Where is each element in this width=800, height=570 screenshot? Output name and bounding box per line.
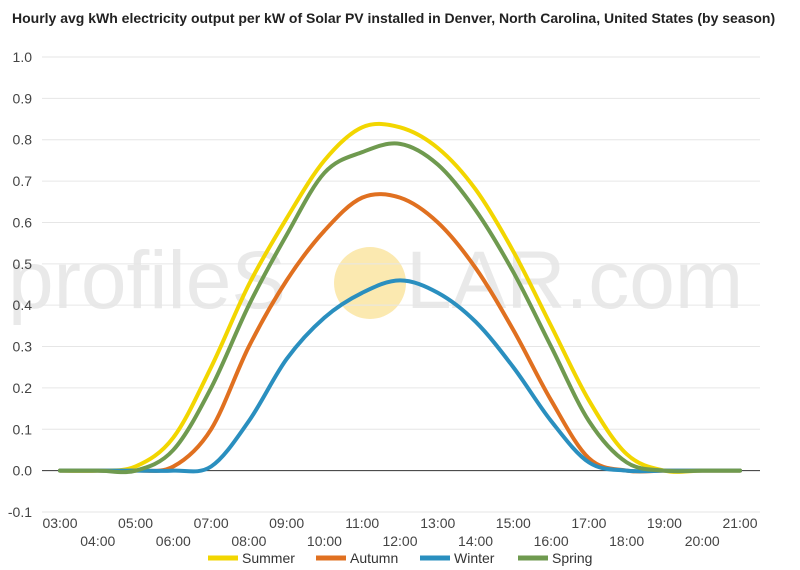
legend: Summer Autumn Winter Spring	[208, 550, 592, 566]
y-axis: -0.1 0.0 0.1 0.2 0.3 0.4 0.5 0.6 0.7 0.8 0.9 1.0	[8, 49, 32, 520]
y-tick-label: 0.9	[13, 90, 33, 106]
chart-title: Hourly avg kWh electricity output per kW…	[12, 10, 776, 26]
x-tick-label: 09:00	[269, 515, 304, 531]
legend-label-spring[interactable]: Spring	[552, 550, 592, 566]
y-tick-label: -0.1	[8, 504, 32, 520]
y-tick-label: 0.7	[13, 173, 33, 189]
legend-label-summer[interactable]: Summer	[242, 550, 295, 566]
series-line-summer	[58, 121, 742, 474]
x-tick-label: 21:00	[722, 515, 757, 531]
x-tick-label: 03:00	[42, 515, 77, 531]
x-tick-label: 11:00	[345, 515, 379, 531]
y-tick-label: 0.6	[13, 214, 33, 230]
watermark-text-right: LAR.com	[406, 235, 743, 326]
x-tick-label: 19:00	[647, 515, 682, 531]
y-tick-label: 0.1	[13, 421, 33, 437]
x-tick-label: 10:00	[307, 533, 342, 549]
series-line-winter	[58, 278, 742, 474]
x-tick-label: 07:00	[194, 515, 229, 531]
x-tick-label: 20:00	[685, 533, 720, 549]
x-tick-label: 17:00	[571, 515, 606, 531]
grid-lines	[42, 56, 760, 513]
legend-label-winter[interactable]: Winter	[454, 550, 495, 566]
x-tick-label: 06:00	[156, 533, 191, 549]
x-tick-label: 15:00	[496, 515, 531, 531]
y-tick-label: 0.8	[13, 132, 33, 148]
y-tick-label: 0.3	[13, 339, 33, 355]
legend-label-autumn[interactable]: Autumn	[350, 550, 398, 566]
y-tick-label: 1.0	[13, 49, 33, 65]
series-line-spring	[58, 141, 742, 475]
x-tick-label: 16:00	[534, 533, 569, 549]
y-tick-label: 0.5	[13, 256, 33, 272]
x-axis: 03:0004:0005:0006:0007:0008:0009:0010:00…	[42, 515, 757, 549]
x-tick-label: 05:00	[118, 515, 153, 531]
watermark-text-left: profileS	[8, 235, 286, 326]
x-tick-label: 08:00	[231, 533, 266, 549]
x-tick-label: 18:00	[609, 533, 644, 549]
watermark-logo: profileS LAR.com	[8, 235, 743, 326]
y-tick-label: 0.0	[13, 463, 33, 479]
x-tick-label: 13:00	[420, 515, 455, 531]
y-tick-label: 0.4	[13, 297, 33, 313]
watermark-sun-icon	[334, 247, 406, 319]
x-tick-label: 12:00	[382, 533, 417, 549]
y-tick-label: 0.2	[13, 380, 33, 396]
series-lines	[58, 121, 742, 475]
x-tick-label: 14:00	[458, 533, 493, 549]
x-tick-label: 04:00	[80, 533, 115, 549]
